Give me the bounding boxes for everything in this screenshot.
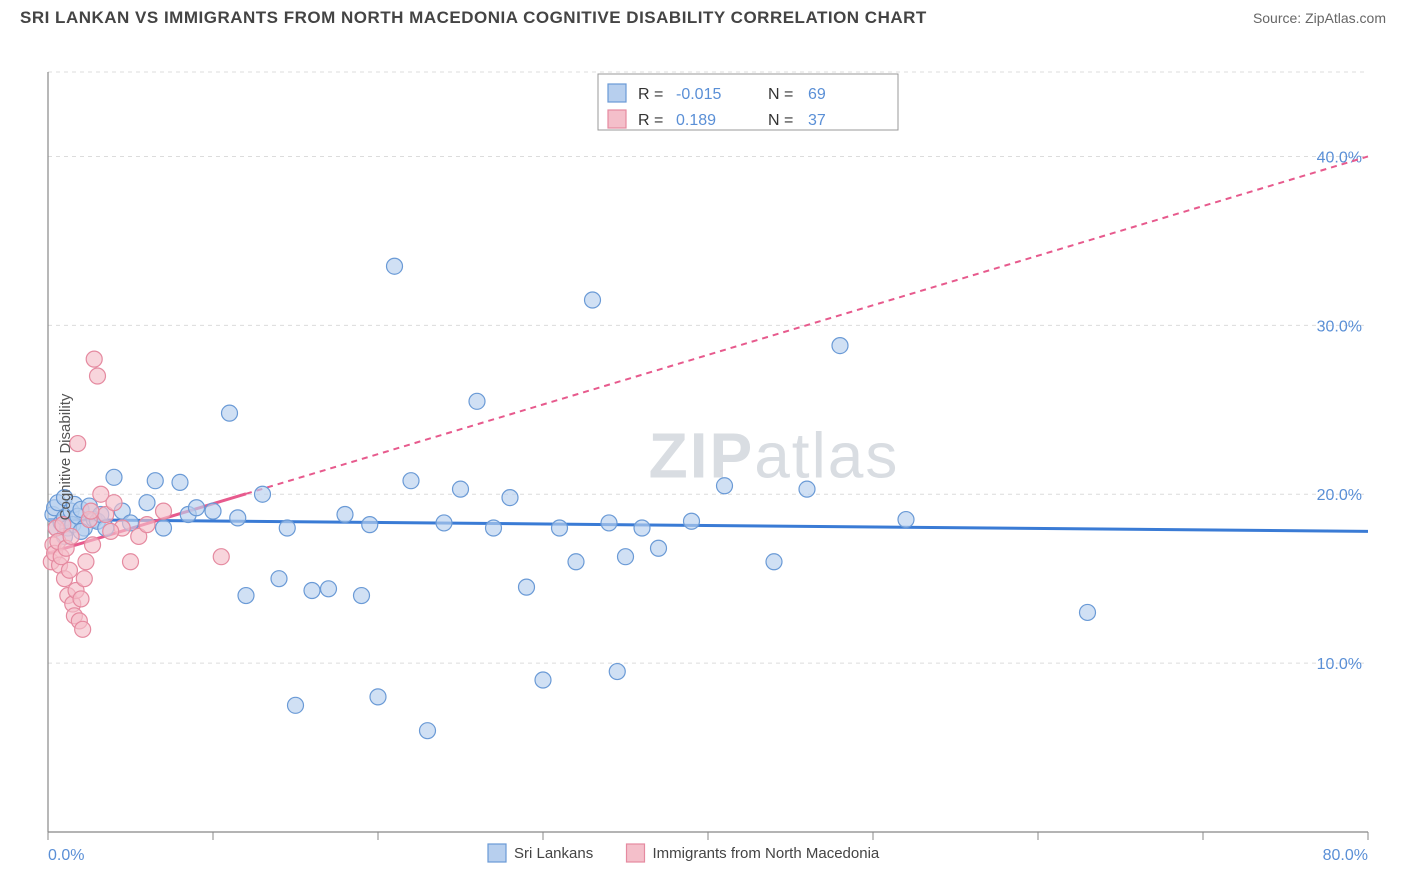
svg-text:80.0%: 80.0% (1323, 847, 1368, 864)
svg-text:40.0%: 40.0% (1317, 149, 1362, 166)
svg-text:0.0%: 0.0% (48, 847, 84, 864)
svg-text:ZIPatlas: ZIPatlas (649, 419, 900, 491)
svg-text:R =: R = (638, 86, 663, 103)
chart-area: Cognitive Disability ZIPatlas 0.0% 80.0% 10… (0, 32, 1406, 882)
svg-text:20.0%: 20.0% (1317, 487, 1362, 504)
svg-text:0.189: 0.189 (676, 112, 716, 129)
svg-text:R =: R = (638, 112, 663, 129)
chart-header: SRI LANKAN VS IMMIGRANTS FROM NORTH MACE… (0, 0, 1406, 32)
svg-text:N =: N = (768, 86, 793, 103)
scatter-chart: ZIPatlas 0.0% 80.0% 10.0% 20.0% 30.0% 40.0% R =… (0, 32, 1406, 882)
svg-text:37: 37 (808, 112, 826, 129)
svg-text:30.0%: 30.0% (1317, 318, 1362, 335)
svg-text:69: 69 (808, 86, 826, 103)
chart-source: Source: ZipAtlas.com (1253, 10, 1386, 26)
svg-text:-0.015: -0.015 (676, 86, 721, 103)
chart-title: SRI LANKAN VS IMMIGRANTS FROM NORTH MACE… (20, 8, 927, 28)
svg-text:10.0%: 10.0% (1317, 656, 1362, 673)
svg-text:N =: N = (768, 112, 793, 129)
svg-text:Sri Lankans: Sri Lankans (514, 845, 593, 862)
svg-text:Immigrants from North Macedoni: Immigrants from North Macedonia (653, 845, 880, 862)
y-axis-label: Cognitive Disability (57, 394, 74, 521)
